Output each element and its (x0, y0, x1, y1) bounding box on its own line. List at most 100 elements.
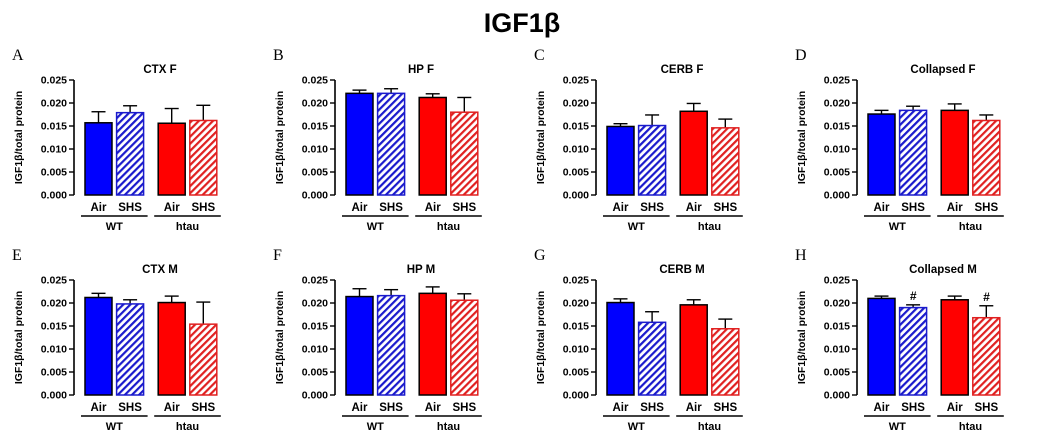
group-label: WT (628, 421, 645, 433)
y-tick-label: 0.000 (41, 190, 67, 202)
category-label: SHS (452, 202, 476, 214)
bar (898, 109, 928, 196)
bar (376, 294, 406, 396)
y-tick-label: 0.020 (302, 98, 328, 110)
group-label: htau (959, 221, 982, 233)
bar (637, 321, 667, 396)
group-label: WT (367, 421, 384, 433)
y-tick-label: 0.010 (563, 144, 589, 156)
y-tick-label: 0.015 (41, 321, 67, 333)
group-label: htau (698, 421, 721, 433)
group-label: htau (959, 421, 982, 433)
group-label: htau (698, 221, 721, 233)
group-label: WT (889, 221, 906, 233)
category-label: Air (91, 402, 108, 414)
bar (84, 296, 113, 396)
panel-letter: C (534, 47, 545, 64)
chart-panel: C CERB F 0.000 0.005 0.010 0.015 0.020 0.025 IGF… (534, 47, 743, 233)
y-tick-label: 0.000 (563, 190, 589, 202)
y-tick-label: 0.010 (302, 344, 328, 356)
y-axis-label: IGF1β/total protein (535, 91, 547, 184)
group-label: htau (437, 421, 460, 433)
category-label: Air (947, 402, 964, 414)
bar (418, 292, 447, 396)
y-tick-label: 0.025 (563, 75, 589, 87)
y-tick-label: 0.000 (824, 390, 850, 402)
y-tick-label: 0.005 (563, 367, 589, 379)
chart-panel: G CERB M 0.000 0.005 0.010 0.015 0.020 0.025 IGF… (534, 247, 743, 433)
y-tick-label: 0.000 (41, 390, 67, 402)
y-tick-label: 0.015 (563, 321, 589, 333)
y-tick-label: 0.005 (41, 167, 67, 179)
bar (450, 299, 479, 396)
y-tick-label: 0.015 (302, 121, 328, 133)
chart-panel: H Collapsed M 0.000 0.005 0.010 0.015 0.020 0.0… (795, 247, 1004, 433)
significance-marker: # (910, 289, 917, 303)
category-label: Air (686, 202, 703, 214)
category-label: SHS (379, 202, 403, 214)
chart-panel: E CTX M 0.000 0.005 0.010 0.015 0.020 0.025 IGF1… (12, 247, 221, 433)
y-tick-label: 0.020 (563, 98, 589, 110)
category-label: Air (425, 402, 442, 414)
y-axis-label: IGF1β/total protein (796, 91, 808, 184)
category-label: Air (164, 202, 181, 214)
panel-letter: D (795, 47, 807, 64)
bar (376, 92, 406, 196)
bar (606, 125, 635, 196)
panel-title: CERB F (661, 64, 704, 76)
y-tick-label: 0.015 (824, 321, 850, 333)
y-tick-label: 0.005 (302, 167, 328, 179)
y-tick-label: 0.015 (41, 121, 67, 133)
chart-panel: B HP F 0.000 0.005 0.010 0.015 0.020 0.025 IGF1β… (273, 47, 482, 233)
chart-panel: A CTX F 0.000 0.005 0.010 0.015 0.020 0.025 IGF1… (12, 47, 221, 233)
y-tick-label: 0.005 (41, 367, 67, 379)
category-label: SHS (640, 202, 664, 214)
group-label: WT (889, 421, 906, 433)
category-label: SHS (901, 202, 925, 214)
category-label: SHS (191, 202, 215, 214)
panel-title: HP F (408, 64, 434, 76)
category-label: SHS (191, 402, 215, 414)
category-label: Air (686, 402, 703, 414)
y-tick-label: 0.000 (302, 390, 328, 402)
y-axis-label: IGF1β/total protein (796, 291, 808, 384)
group-label: WT (367, 221, 384, 233)
category-label: Air (947, 202, 964, 214)
y-tick-label: 0.005 (824, 367, 850, 379)
y-tick-label: 0.025 (824, 75, 850, 87)
category-label: SHS (713, 202, 737, 214)
y-axis-label: IGF1β/total protein (535, 291, 547, 384)
chart-panel: D Collapsed F 0.000 0.005 0.010 0.015 0.020 0.0… (795, 47, 1004, 233)
y-tick-label: 0.015 (824, 121, 850, 133)
y-axis-label: IGF1β/total protein (274, 291, 286, 384)
y-tick-label: 0.010 (563, 344, 589, 356)
category-label: SHS (640, 402, 664, 414)
y-tick-label: 0.020 (824, 298, 850, 310)
bar (189, 119, 218, 196)
significance-marker: # (983, 290, 990, 304)
y-axis-label: IGF1β/total protein (13, 91, 25, 184)
y-tick-label: 0.020 (824, 98, 850, 110)
bar (711, 328, 740, 396)
y-tick-label: 0.010 (824, 344, 850, 356)
y-tick-label: 0.020 (41, 98, 67, 110)
y-tick-label: 0.010 (41, 344, 67, 356)
group-label: WT (628, 221, 645, 233)
bar (345, 92, 374, 196)
group-label: htau (176, 421, 199, 433)
y-tick-label: 0.025 (302, 75, 328, 87)
y-tick-label: 0.025 (824, 275, 850, 287)
y-tick-label: 0.025 (563, 275, 589, 287)
category-label: SHS (118, 402, 142, 414)
y-tick-label: 0.015 (302, 321, 328, 333)
bar (84, 122, 113, 196)
bar (606, 301, 635, 396)
y-tick-label: 0.010 (302, 144, 328, 156)
figure-title: IGF1β (484, 8, 561, 38)
category-label: Air (352, 402, 369, 414)
category-label: Air (874, 202, 891, 214)
bar (679, 304, 708, 396)
bar (345, 295, 374, 396)
category-label: SHS (379, 402, 403, 414)
